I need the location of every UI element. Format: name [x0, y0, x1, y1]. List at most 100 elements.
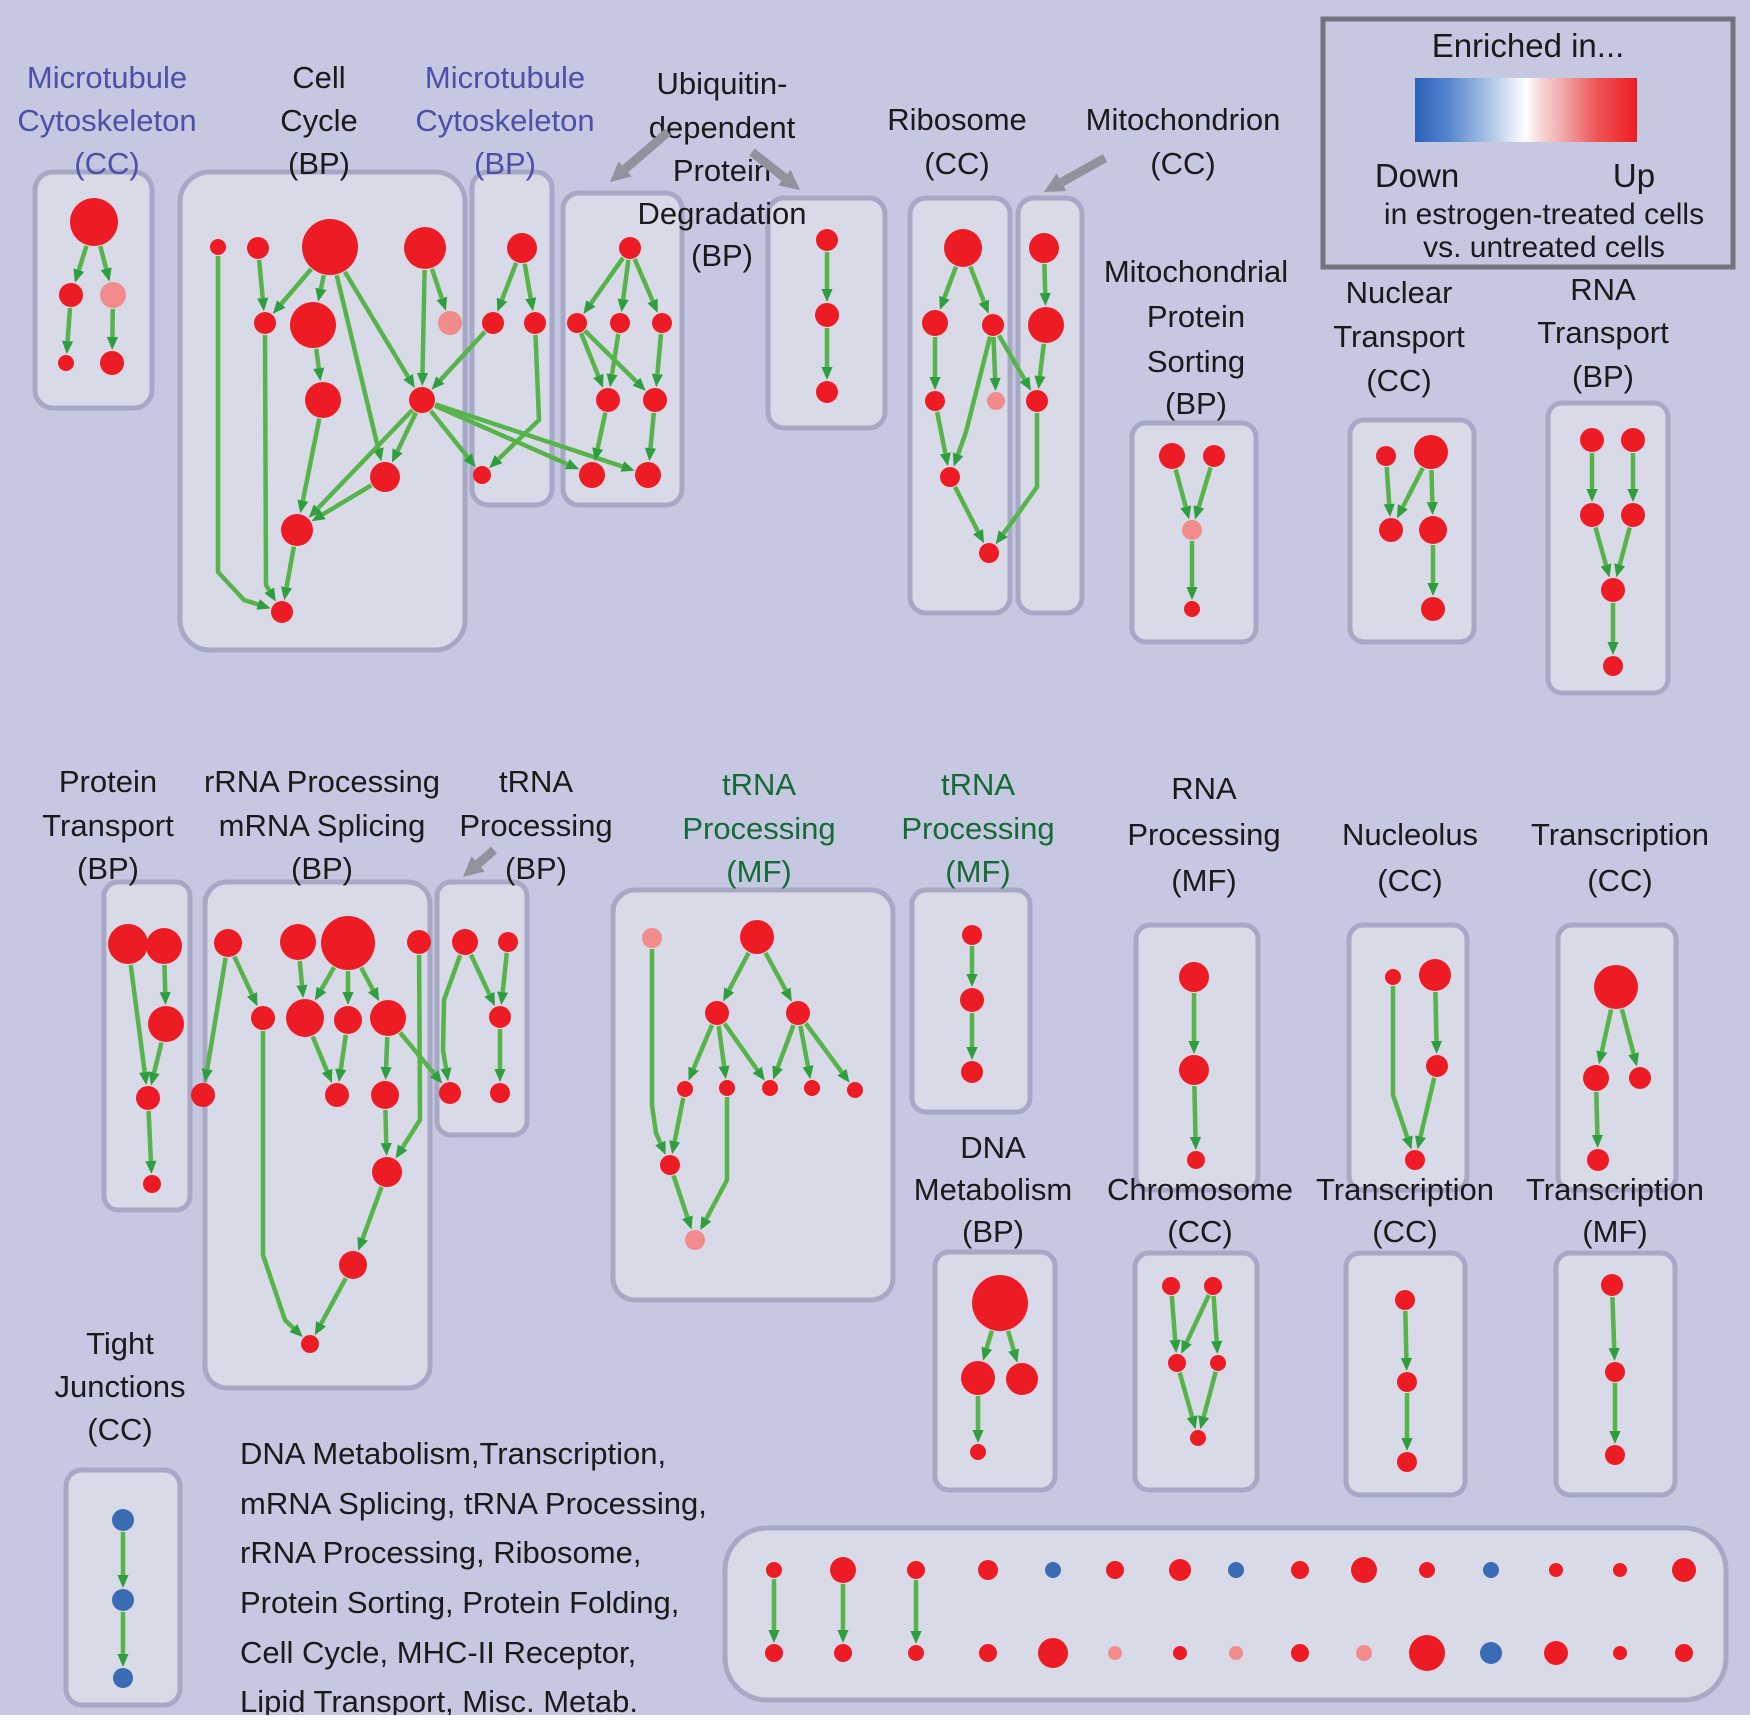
node-strip-bottom-13 — [1544, 1641, 1568, 1665]
collapsed-terms-text-line6: Lipid Transport, Misc. Metab. — [240, 1684, 638, 1715]
node-E3 — [816, 381, 838, 403]
node-B5 — [254, 312, 276, 334]
cluster-label-chromosome-cc-line1: Chromosome — [1107, 1172, 1293, 1207]
cluster-label-nucleolus-cc-line2: (CC) — [1377, 863, 1442, 898]
node-G2 — [1028, 307, 1064, 343]
node-A3 — [100, 282, 126, 308]
node-K1 — [108, 924, 148, 964]
node-S3 — [1006, 1363, 1038, 1395]
node-strip-bottom-3 — [908, 1645, 924, 1661]
node-L6 — [286, 999, 324, 1037]
cluster-label-tight-junctions-cc-line2: Junctions — [55, 1369, 186, 1404]
node-strip-bottom-1 — [765, 1644, 783, 1662]
cluster-label-transcription-cc-bot-line2: (CC) — [1372, 1214, 1437, 1249]
node-P2 — [1179, 1055, 1209, 1085]
cluster-box-chromosome — [1135, 1253, 1257, 1490]
node-F2 — [922, 310, 948, 336]
cluster-label-microtubule-cytoskeleton-bp-line2: Cytoskeleton — [415, 103, 594, 138]
cluster-label-rna-transport-bp-line1: RNA — [1570, 272, 1636, 307]
node-F5 — [987, 392, 1005, 410]
cluster-label-ribosome-cc-line1: Ribosome — [887, 102, 1027, 137]
node-strip-bottom-15 — [1675, 1644, 1693, 1662]
node-M5 — [490, 1083, 510, 1103]
node-K2 — [146, 928, 182, 964]
edge-P2-P3 — [1194, 1086, 1195, 1137]
node-strip-top-15 — [1672, 1558, 1696, 1582]
node-L13 — [339, 1251, 367, 1279]
node-P3 — [1187, 1151, 1205, 1169]
node-M2 — [498, 932, 518, 952]
node-B3 — [302, 219, 358, 275]
node-U3 — [1397, 1452, 1417, 1472]
node-strip-bottom-2 — [834, 1644, 852, 1662]
node-O3 — [961, 1061, 983, 1083]
node-strip-bottom-11 — [1409, 1635, 1445, 1671]
node-Q4 — [1405, 1150, 1425, 1170]
cluster-label-transcription-mf-bot-line2: (MF) — [1582, 1214, 1647, 1249]
collapsed-terms-text-line5: Cell Cycle, MHC-II Receptor, — [240, 1635, 636, 1670]
node-I5 — [1421, 597, 1445, 621]
node-B9 — [409, 387, 435, 413]
node-B2 — [247, 237, 269, 259]
node-F1 — [944, 229, 982, 267]
cluster-label-nuclear-transport-cc-line3: (CC) — [1366, 363, 1431, 398]
cluster-label-rna-transport-bp-line2: Transport — [1537, 315, 1669, 350]
edge-I1-I3 — [1387, 467, 1390, 504]
cluster-label-transcription-cc-bot-line1: Transcription — [1316, 1172, 1494, 1207]
node-A5 — [100, 351, 124, 375]
node-G3 — [1026, 390, 1048, 412]
cluster-label-trna-processing-bp-line1: tRNA — [499, 764, 573, 799]
cluster-label-rrna-mrna-bp-line2: mRNA Splicing — [219, 808, 426, 843]
node-J6 — [1603, 656, 1623, 676]
cluster-label-trna-processing-mf-2-line2: Processing — [901, 811, 1054, 846]
node-strip-top-6 — [1106, 1561, 1124, 1579]
node-strip-bottom-4 — [979, 1644, 997, 1662]
collapsed-terms-text-line4: Protein Sorting, Protein Folding, — [240, 1585, 679, 1620]
node-L11 — [191, 1083, 215, 1107]
node-Q2 — [1419, 959, 1451, 991]
node-D3 — [610, 313, 630, 333]
node-V2 — [1605, 1362, 1625, 1382]
node-D2 — [567, 313, 587, 333]
node-strip-bottom-9 — [1291, 1644, 1309, 1662]
cluster-label-ubiquitin-degradation-bp-line4: Degradation — [638, 196, 807, 231]
cluster-label-mito-protein-sorting-bp-line3: Sorting — [1147, 344, 1245, 379]
cluster-label-microtubule-cytoskeleton-cc-line1: Microtubule — [27, 60, 187, 95]
node-T2 — [1204, 1277, 1222, 1295]
node-D6 — [643, 388, 667, 412]
node-E2 — [815, 303, 839, 327]
cluster-label-mitochondrion-cc-line2: (CC) — [1150, 146, 1215, 181]
node-L10 — [371, 1081, 399, 1109]
cluster-label-cell-cycle-bp-line3: (BP) — [288, 146, 350, 181]
node-D5 — [596, 388, 620, 412]
node-T1 — [1162, 1277, 1180, 1295]
node-L12 — [372, 1157, 402, 1187]
cluster-label-rrna-mrna-bp-line3: (BP) — [291, 851, 353, 886]
node-H4 — [1184, 601, 1200, 617]
edge-L2-L6 — [300, 961, 302, 985]
node-W2 — [112, 1589, 134, 1611]
node-strip-top-10 — [1351, 1557, 1377, 1583]
cluster-label-microtubule-cytoskeleton-cc-line3: (CC) — [74, 146, 139, 181]
node-D4 — [652, 313, 672, 333]
cluster-label-protein-transport-bp-line3: (BP) — [77, 851, 139, 886]
cluster-label-protein-transport-bp-line1: Protein — [59, 764, 157, 799]
node-D7 — [579, 462, 605, 488]
cluster-label-microtubule-cytoskeleton-cc-line2: Cytoskeleton — [17, 103, 196, 138]
node-N4 — [677, 1081, 693, 1097]
node-N6 — [762, 1080, 778, 1096]
node-M4 — [439, 1082, 461, 1104]
node-S4 — [970, 1444, 986, 1460]
node-strip-bottom-14 — [1613, 1646, 1627, 1660]
node-U1 — [1395, 1290, 1415, 1310]
cluster-box-ubiquitin-1 — [563, 193, 682, 505]
node-N0 — [642, 928, 662, 948]
node-G1 — [1029, 233, 1059, 263]
collapsed-terms-text-line3: rRNA Processing, Ribosome, — [240, 1535, 641, 1570]
cluster-label-mito-protein-sorting-bp-line1: Mitochondrial — [1104, 254, 1288, 289]
node-strip-bottom-5 — [1038, 1638, 1068, 1668]
cluster-label-tight-junctions-cc-line1: Tight — [86, 1326, 154, 1361]
node-T4 — [1210, 1355, 1226, 1371]
node-strip-bottom-12 — [1480, 1642, 1502, 1664]
node-strip-top-13 — [1549, 1563, 1563, 1577]
